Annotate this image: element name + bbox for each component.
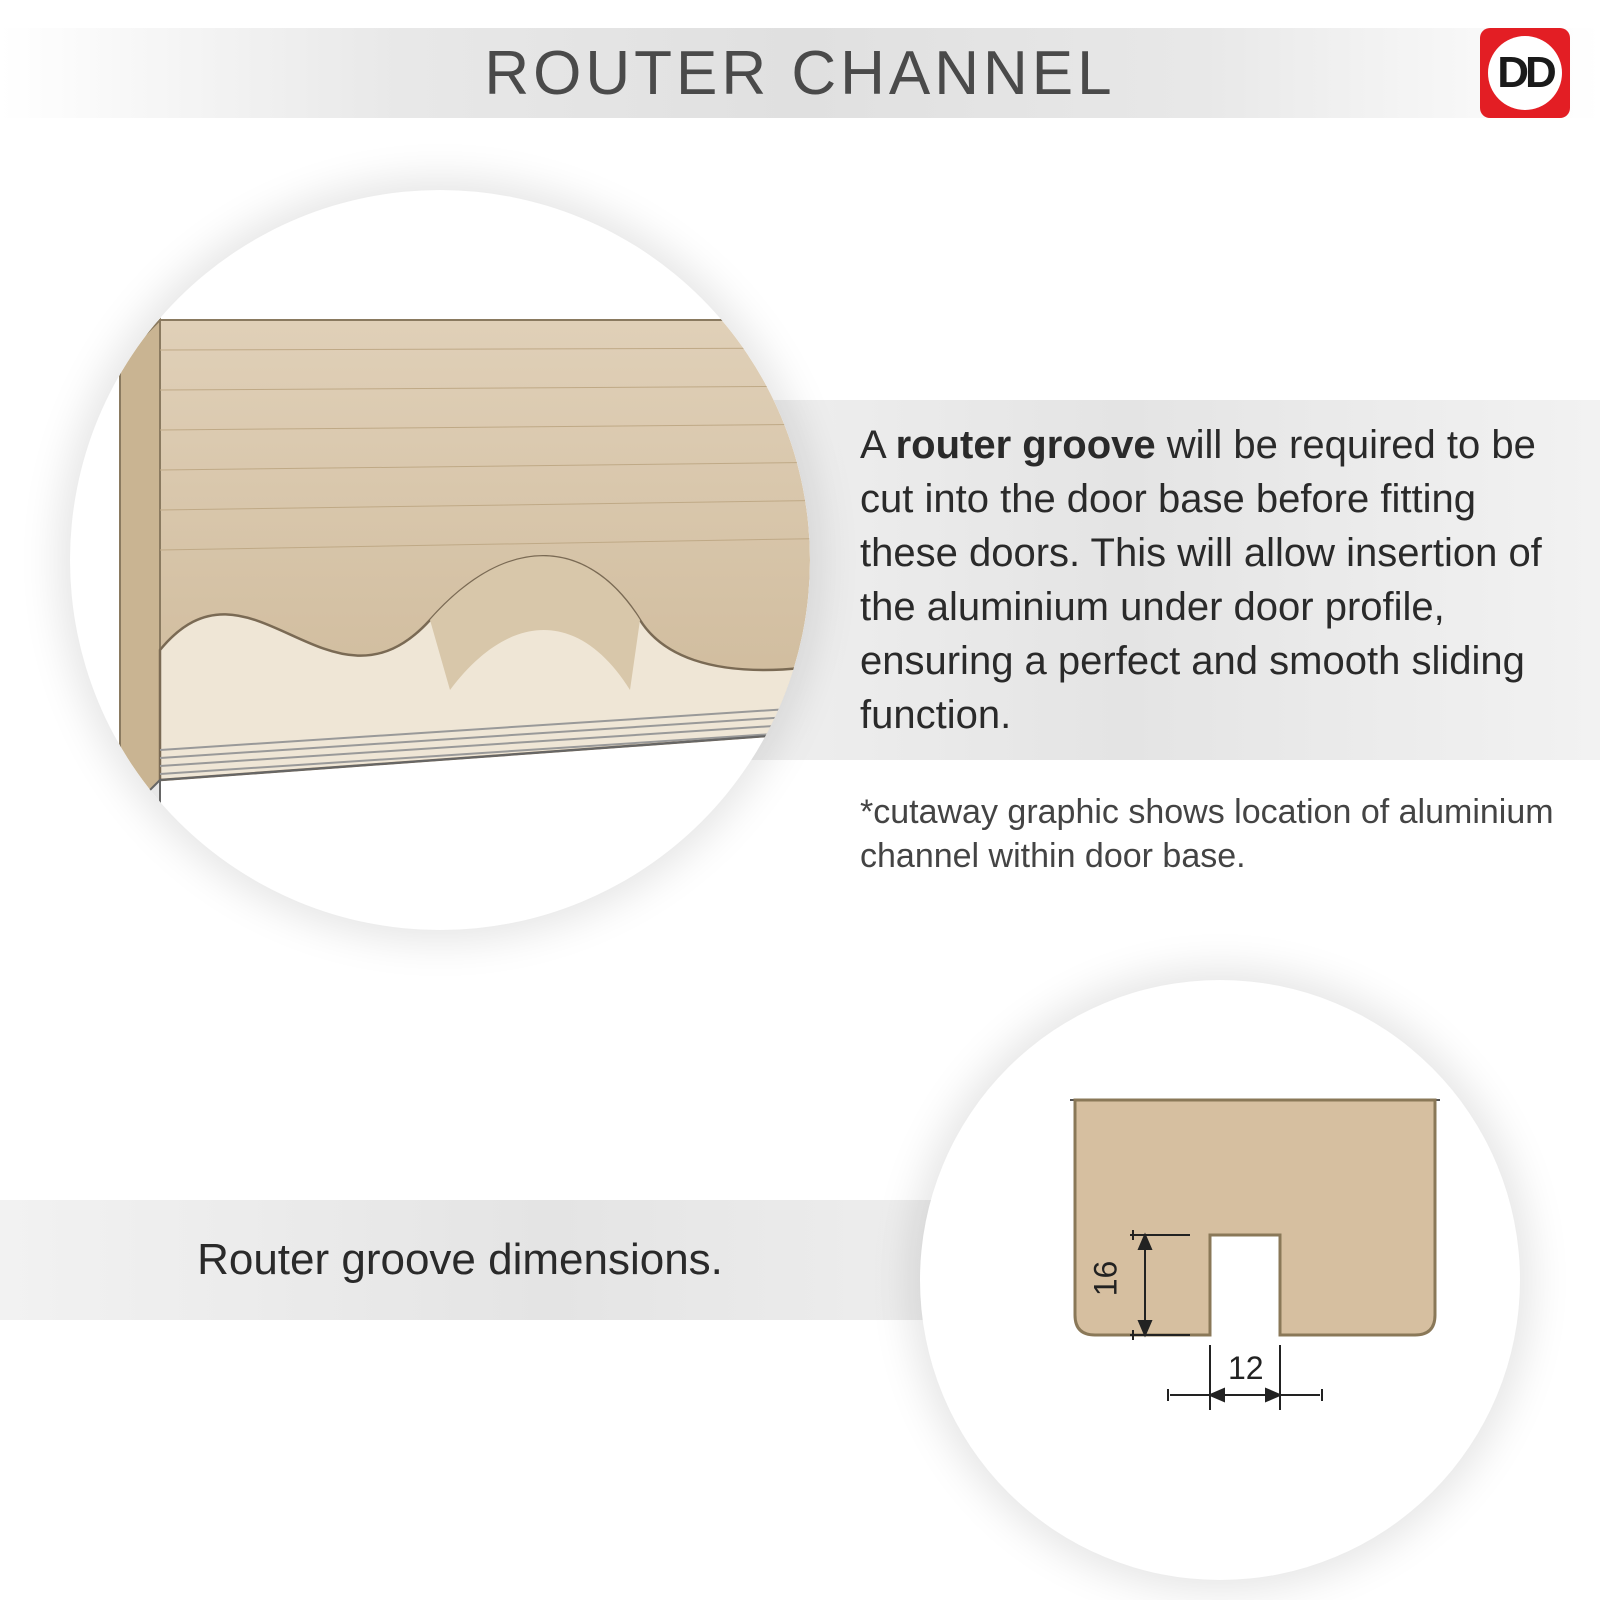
brand-logo-text: DD: [1488, 36, 1562, 110]
page-title: ROUTER CHANNEL: [484, 38, 1115, 109]
footnote-text: *cutaway graphic shows location of alumi…: [860, 790, 1560, 878]
cutaway-svg: [70, 190, 810, 930]
brand-logo: DD: [1480, 28, 1570, 118]
dimension-height: 16: [1087, 1261, 1124, 1297]
description-text: A router groove will be required to be c…: [860, 418, 1560, 742]
desc-rest: will be required to be cut into the door…: [860, 423, 1542, 737]
cutaway-illustration: [70, 190, 810, 930]
cross-section-svg: [920, 980, 1520, 1580]
desc-prefix: A: [860, 423, 896, 467]
dimension-width: 12: [1228, 1350, 1264, 1387]
dimensions-label: Router groove dimensions.: [197, 1230, 723, 1289]
cross-section-illustration: 16 12: [920, 980, 1520, 1580]
desc-bold: router groove: [896, 423, 1156, 467]
title-bar: ROUTER CHANNEL: [0, 28, 1600, 118]
